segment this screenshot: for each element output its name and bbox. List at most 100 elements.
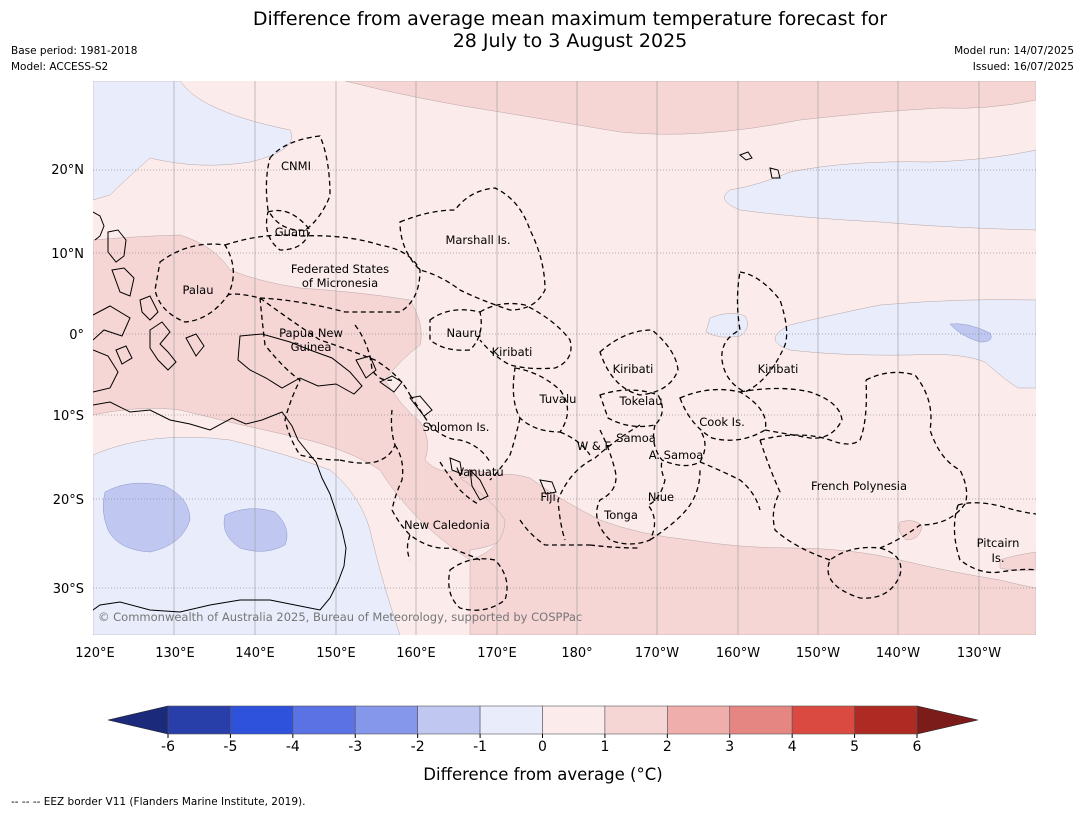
colorbar-tick-label: -6: [161, 739, 175, 755]
lon-label-150w: 150°W: [796, 646, 840, 661]
anomaly-cold-patch-2: [223, 508, 288, 552]
base-period: Base period: 1981-2018: [11, 45, 138, 57]
lat-label-30s: 30°S: [53, 582, 84, 597]
anomaly-warm-pocket-2: [999, 551, 1036, 571]
label-marshall-islands: Marshall Is.: [445, 233, 510, 247]
label-nauru: Nauru: [447, 326, 482, 340]
lon-label-160w: 160°W: [716, 646, 760, 661]
label-cook-islands: Cook Is.: [699, 415, 744, 429]
label-cnmi: CNMI: [281, 159, 311, 173]
colorbar-tick-label: 5: [850, 739, 859, 755]
label-new-caledonia: New Caledonia: [404, 518, 490, 532]
colorbar-tick-label: -4: [286, 739, 300, 755]
lon-label-160e: 160°E: [396, 646, 436, 661]
lon-label-150e: 150°E: [316, 646, 356, 661]
label-palau: Palau: [183, 283, 214, 297]
latitude-labels: 20°N 10°N 0° 10°S 20°S 30°S: [51, 163, 84, 597]
lat-label-20s: 20°S: [53, 493, 84, 508]
label-samoa: Samoa: [616, 431, 656, 445]
label-tonga: Tonga: [603, 508, 638, 522]
label-pitcairn-line-2: Is.: [991, 551, 1004, 565]
label-png-line-1: Papua New: [279, 326, 343, 340]
colorbar-segment: [230, 705, 294, 735]
meta-right: Model run: 14/07/2025 Issued: 16/07/2025: [954, 43, 1074, 75]
model-run: Model run: 14/07/2025: [954, 45, 1074, 57]
label-vanuatu: Vanuatu: [456, 465, 503, 479]
map-panel: [93, 81, 1036, 635]
lon-label-120e: 120°E: [75, 646, 115, 661]
anomaly-cool-ne: [724, 149, 1036, 231]
lon-label-180: 180°: [561, 646, 592, 661]
anomaly-warm-west: [93, 234, 521, 561]
lon-label-170e: 170°E: [477, 646, 517, 661]
label-guam: Guam: [275, 225, 309, 239]
colorbar-label: Difference from average (°C): [423, 765, 662, 784]
colorbar-segment: [354, 705, 418, 735]
colorbar-tick-label: 1: [600, 739, 609, 755]
label-kiribati-east: Kiribati: [758, 362, 799, 376]
graticule: [173, 81, 980, 635]
lon-label-170w: 170°W: [635, 646, 679, 661]
colorbar-segment: [791, 705, 855, 735]
colorbar: -6 -5 -4 -3 -2 -1 0 1 2 3 4 5 6: [107, 705, 979, 755]
lat-label-10n: 10°N: [51, 247, 84, 262]
meta-left: Base period: 1981-2018 Model: ACCESS-S2: [11, 43, 137, 75]
lat-label-10s: 10°S: [53, 409, 84, 424]
label-fsm-line-2: of Micronesia: [302, 276, 378, 290]
issued-date: Issued: 16/07/2025: [972, 61, 1074, 73]
longitude-labels: 120°E 130°E 140°E 150°E 160°E 170°E 180°…: [75, 646, 1001, 661]
colorbar-tick-label: -5: [223, 739, 237, 755]
colorbar-max-extension: [916, 705, 979, 735]
label-kiribati-west: Kiribati: [492, 345, 533, 359]
colorbar-tick-label: 0: [538, 739, 547, 755]
colorbar-segment: [167, 705, 231, 735]
map-copyright: © Commonwealth of Australia 2025, Bureau…: [98, 610, 582, 624]
label-tokelau: Tokelau: [619, 394, 663, 408]
label-niue: Niue: [648, 490, 674, 504]
colorbar-tick-label: -2: [411, 739, 425, 755]
map-title: Difference from average mean maximum tem…: [0, 8, 1085, 52]
label-fiji: Fiji: [540, 490, 555, 504]
label-solomon-islands: Solomon Is.: [423, 420, 490, 434]
lon-label-130e: 130°E: [155, 646, 195, 661]
eez-borders: [154, 135, 1036, 611]
colorbar-segment: [729, 705, 793, 735]
lat-label-0: 0°: [69, 328, 84, 343]
colorbar-segment: [292, 705, 356, 735]
colorbar-segment: [667, 705, 731, 735]
colorbar-segment: [542, 705, 606, 735]
colorbar-tick-label: 6: [913, 739, 922, 755]
label-french-polynesia: French Polynesia: [811, 479, 907, 493]
anomaly-cool-nw: [93, 81, 292, 201]
anomaly-cold-patch-1: [102, 482, 191, 553]
anomaly-cold-patch-3: [949, 323, 992, 343]
colorbar-segment: [479, 705, 543, 735]
colorbar-segment: [604, 705, 668, 735]
label-kiribati-central: Kiribati: [613, 362, 654, 376]
anomaly-cool-east: [774, 299, 1036, 389]
lon-label-140w: 140°W: [876, 646, 920, 661]
label-pitcairn-line-1: Pitcairn: [977, 536, 1020, 550]
label-wallis-futuna: W & F: [577, 439, 611, 453]
label-png-line-2: Guinea: [291, 340, 332, 354]
eez-footnote: -- -- -- EEZ border V11 (Flanders Marine…: [11, 796, 306, 808]
anomaly-warm-north: [344, 81, 1036, 135]
title-line-1: Difference from average mean maximum tem…: [252, 8, 888, 30]
colorbar-tick-label: 4: [788, 739, 797, 755]
label-american-samoa: A. Samoa: [649, 448, 704, 462]
label-tuvalu: Tuvalu: [539, 392, 577, 406]
lon-label-130w: 130°W: [957, 646, 1001, 661]
coastlines: [93, 151, 781, 613]
model-name: Model: ACCESS-S2: [11, 61, 109, 73]
lat-label-20n: 20°N: [51, 163, 84, 178]
colorbar-segment: [854, 705, 918, 735]
colorbar-segment: [417, 705, 481, 735]
colorbar-tick-label: 2: [663, 739, 672, 755]
region-labels: CNMI Guam Marshall Is. Federated States …: [183, 159, 1020, 565]
colorbar-tick-label: -3: [348, 739, 362, 755]
label-fsm-line-1: Federated States: [291, 262, 389, 276]
lon-label-140e: 140°E: [235, 646, 275, 661]
anomaly-warm-south: [459, 473, 1036, 635]
colorbar-tick-label: 3: [725, 739, 734, 755]
